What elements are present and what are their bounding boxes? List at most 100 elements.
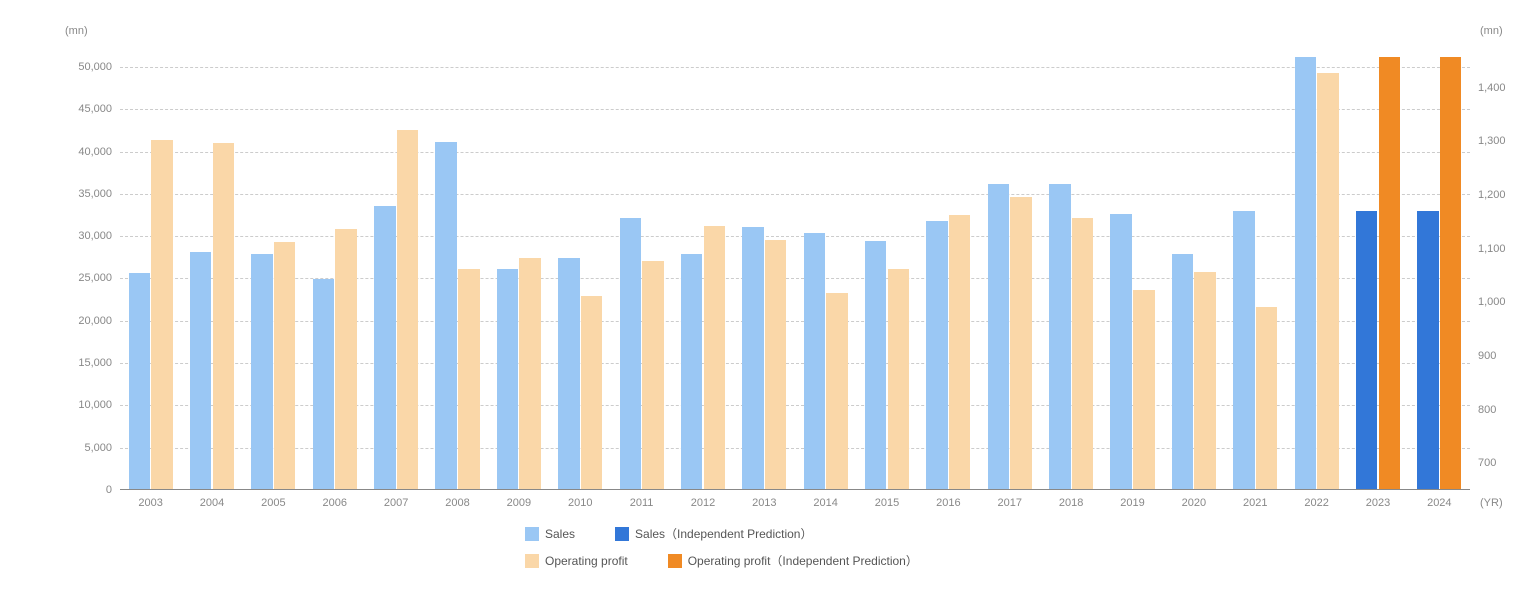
- gridline: [120, 236, 1470, 237]
- bar-sales: [251, 254, 272, 489]
- bar-operating-profit-independent-prediction-: [1440, 57, 1461, 489]
- bar-sales: [988, 184, 1009, 489]
- y-right-tick-label: 1,100: [1470, 243, 1506, 255]
- plot-area: (YR) 05,00010,00015,00020,00025,00030,00…: [120, 50, 1470, 490]
- bar-operating-profit: [704, 226, 725, 489]
- x-tick-label: 2005: [261, 489, 285, 509]
- y-right-tick-label: 1,200: [1470, 189, 1506, 201]
- bar-operating-profit: [397, 130, 418, 490]
- y-right-tick-label: 900: [1470, 350, 1496, 362]
- x-tick-label: 2015: [875, 489, 899, 509]
- x-tick-label: 2020: [1182, 489, 1206, 509]
- gridline: [120, 67, 1470, 68]
- x-tick-label: 2012: [691, 489, 715, 509]
- legend: Sales Sales（Independent Prediction） Operat…: [525, 525, 918, 569]
- legend-item: Sales: [525, 525, 575, 542]
- bar-operating-profit: [458, 269, 479, 489]
- y-left-tick-label: 50,000: [78, 61, 120, 73]
- legend-swatch: [615, 527, 629, 541]
- bar-operating-profit: [274, 242, 295, 489]
- bar-operating-profit: [1256, 307, 1277, 489]
- x-tick-label: 2018: [1059, 489, 1083, 509]
- y-left-tick-label: 20,000: [78, 315, 120, 327]
- bar-sales: [313, 279, 334, 489]
- bar-operating-profit: [1072, 218, 1093, 489]
- bar-sales: [435, 142, 456, 489]
- chart-container: (mn) (mn) (YR) 05,00010,00015,00020,0002…: [0, 0, 1540, 600]
- legend-swatch: [668, 554, 682, 568]
- x-tick-label: 2010: [568, 489, 592, 509]
- y-left-tick-label: 35,000: [78, 188, 120, 200]
- bar-sales: [742, 227, 763, 489]
- y-right-unit-label: (mn): [1480, 25, 1503, 37]
- bar-sales: [1172, 254, 1193, 489]
- bar-operating-profit: [151, 140, 172, 489]
- legend-label: Operating profit（Independent Prediction）: [688, 552, 918, 569]
- y-left-unit-label: (mn): [65, 25, 88, 37]
- x-tick-label: 2021: [1243, 489, 1267, 509]
- bar-operating-profit: [826, 293, 847, 489]
- bar-operating-profit-independent-prediction-: [1379, 57, 1400, 489]
- bar-sales: [865, 241, 886, 489]
- bar-operating-profit: [888, 269, 909, 489]
- y-left-tick-label: 25,000: [78, 272, 120, 284]
- x-tick-label: 2022: [1304, 489, 1328, 509]
- bar-operating-profit: [1317, 73, 1338, 489]
- bar-operating-profit: [213, 143, 234, 489]
- y-left-tick-label: 40,000: [78, 146, 120, 158]
- x-unit-label: (YR): [1480, 489, 1503, 509]
- y-left-tick-label: 0: [106, 484, 120, 496]
- x-tick-label: 2013: [752, 489, 776, 509]
- bar-sales: [558, 258, 579, 489]
- legend-item: Operating profit（Independent Prediction）: [668, 552, 918, 569]
- bar-sales: [620, 218, 641, 489]
- x-tick-label: 2006: [323, 489, 347, 509]
- x-tick-label: 2017: [998, 489, 1022, 509]
- bar-operating-profit: [581, 296, 602, 489]
- x-tick-label: 2024: [1427, 489, 1451, 509]
- legend-label: Operating profit: [545, 554, 628, 568]
- y-left-tick-label: 10,000: [78, 399, 120, 411]
- x-tick-label: 2003: [138, 489, 162, 509]
- x-tick-label: 2023: [1366, 489, 1390, 509]
- legend-item: Sales（Independent Prediction）: [615, 525, 812, 542]
- x-tick-label: 2019: [1120, 489, 1144, 509]
- y-left-tick-label: 5,000: [84, 442, 120, 454]
- x-tick-label: 2011: [630, 489, 654, 509]
- bar-sales: [1110, 214, 1131, 489]
- bar-sales: [1233, 211, 1254, 489]
- gridline: [120, 194, 1470, 195]
- bar-operating-profit: [335, 229, 356, 489]
- bar-sales: [681, 254, 702, 489]
- bar-sales: [1049, 184, 1070, 489]
- x-tick-label: 2016: [936, 489, 960, 509]
- x-tick-label: 2014: [813, 489, 837, 509]
- y-right-tick-label: 700: [1470, 457, 1496, 469]
- bar-operating-profit: [949, 215, 970, 489]
- y-left-tick-label: 15,000: [78, 357, 120, 369]
- bar-sales: [804, 233, 825, 489]
- bar-sales: [926, 221, 947, 489]
- y-left-tick-label: 45,000: [78, 103, 120, 115]
- bar-sales: [1295, 57, 1316, 489]
- bar-sales-independent-prediction-: [1417, 211, 1438, 489]
- legend-label: Sales: [545, 527, 575, 541]
- bar-operating-profit: [642, 261, 663, 489]
- bar-operating-profit: [765, 240, 786, 490]
- x-tick-label: 2008: [445, 489, 469, 509]
- y-right-tick-label: 800: [1470, 404, 1496, 416]
- x-tick-label: 2004: [200, 489, 224, 509]
- bar-sales-independent-prediction-: [1356, 211, 1377, 489]
- x-tick-label: 2007: [384, 489, 408, 509]
- bar-sales: [190, 252, 211, 489]
- y-right-tick-label: 1,000: [1470, 296, 1506, 308]
- bar-sales: [497, 269, 518, 489]
- legend-row: Sales Sales（Independent Prediction）: [525, 525, 812, 542]
- y-left-tick-label: 30,000: [78, 230, 120, 242]
- gridline: [120, 109, 1470, 110]
- bar-operating-profit: [1194, 272, 1215, 489]
- gridline: [120, 152, 1470, 153]
- bar-sales: [374, 206, 395, 489]
- y-right-tick-label: 1,400: [1470, 82, 1506, 94]
- legend-swatch: [525, 554, 539, 568]
